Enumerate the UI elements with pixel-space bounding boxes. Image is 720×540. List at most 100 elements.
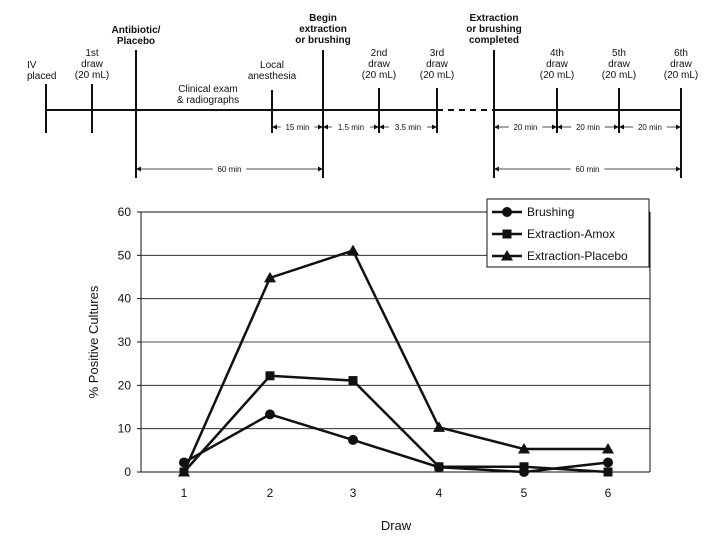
dimension-label: 60 min — [575, 165, 599, 174]
arrowhead-right — [318, 124, 323, 130]
data-point — [433, 421, 445, 432]
arrowhead-left — [494, 124, 499, 130]
data-point — [265, 409, 275, 420]
series-line — [183, 413, 609, 474]
data-point — [602, 443, 614, 454]
dimension-label: 1.5 min — [338, 123, 364, 132]
series-extraction-amox — [179, 371, 613, 477]
timeline-event-label: or brushing — [466, 24, 522, 35]
interval-arrow-3: 3.5 min — [379, 122, 437, 132]
interval-arrow-1: 15 min — [272, 122, 323, 132]
legend-item: Extraction-Placebo — [492, 249, 628, 263]
data-point — [348, 376, 358, 386]
timeline-event-label: draw — [426, 59, 448, 70]
interval-arrow-2: 1.5 min — [323, 122, 379, 132]
timeline-event-label: Extraction — [470, 13, 519, 24]
x-tick-label: 3 — [350, 486, 357, 500]
series-line — [183, 374, 609, 474]
data-point — [603, 467, 613, 477]
timeline-event-label: (20 mL) — [362, 70, 396, 81]
arrowhead-right — [318, 166, 323, 172]
dimension-label: 20 min — [513, 123, 537, 132]
arrowhead-right — [374, 124, 379, 130]
series-brushing — [179, 409, 613, 477]
arrowhead-right — [552, 124, 557, 130]
timeline-event-label: Clinical exam — [178, 84, 237, 95]
x-tick-label: 2 — [267, 486, 274, 500]
dimension-label-bg — [331, 122, 371, 132]
y-tick-label: 0 — [124, 465, 131, 479]
timeline-event-label: anesthesia — [248, 71, 297, 82]
timeline-event-label: Local — [260, 60, 284, 71]
data-point — [519, 462, 529, 472]
legend: Brushing Extraction-Amox Extraction-Placeb… — [486, 198, 650, 268]
timeline-event-label: draw — [608, 59, 630, 70]
dimension-label: 3.5 min — [395, 123, 421, 132]
legend-label: Extraction-Placebo — [527, 249, 628, 263]
dimension-label: 20 min — [576, 123, 600, 132]
arrowhead-left — [494, 166, 499, 172]
timeline-event-label: 5th — [612, 48, 626, 59]
timeline-event-label: 3rd — [430, 48, 444, 59]
timeline-event-label: (20 mL) — [540, 70, 574, 81]
data-point — [603, 457, 613, 468]
legend-label: Extraction-Amox — [527, 227, 615, 241]
arrowhead-left — [619, 124, 624, 130]
y-axis-title: % Positive Cultures — [86, 285, 101, 398]
dimension-label-bg — [570, 164, 605, 174]
arrowhead-left — [323, 124, 328, 130]
y-tick-label: 30 — [118, 335, 132, 349]
y-tick-label: 10 — [118, 422, 132, 436]
interval-arrow-4: 20 min — [494, 122, 557, 132]
timeline-event-label: (20 mL) — [664, 70, 698, 81]
interval-arrow-5: 20 min — [557, 122, 619, 132]
timeline-event-label: (20 mL) — [75, 70, 109, 81]
y-tick-label: 50 — [118, 248, 132, 262]
timeline-event-label: 2nd — [371, 48, 388, 59]
data-point — [348, 434, 358, 445]
timeline-event-label: (20 mL) — [602, 70, 636, 81]
x-tick-label: 4 — [436, 486, 443, 500]
line-chart: 0 10 20 30 40 50 60 1 2 3 4 5 6 Draw % Positive Cultur… — [86, 198, 651, 533]
data-point — [434, 462, 444, 472]
dimension-label-bg — [571, 122, 605, 132]
arrowhead-right — [614, 124, 619, 130]
timeline-event-label: draw — [368, 59, 390, 70]
dimension-label: 15 min — [285, 123, 309, 132]
interval-arrow-6: 20 min — [619, 122, 681, 132]
arrowhead-right — [676, 124, 681, 130]
timeline-event-label: Antibiotic/ — [112, 25, 161, 36]
x-tick-label: 1 — [181, 486, 188, 500]
timeline-event-label: 1st — [85, 48, 99, 59]
series-line — [182, 249, 608, 473]
timeline-event-label: draw — [670, 59, 692, 70]
arrowhead-left — [557, 124, 562, 130]
legend-marker — [502, 207, 512, 217]
timeline-event-label: 4th — [550, 48, 564, 59]
x-tick-label: 6 — [605, 486, 612, 500]
dimension-label: 60 min — [217, 165, 241, 174]
timeline-event-label: & radiographs — [177, 95, 239, 106]
arrowhead-right — [676, 166, 681, 172]
arrowhead-left — [136, 166, 141, 172]
timeline-event-label: 6th — [674, 48, 688, 59]
timeline-event-label: placed — [27, 71, 56, 82]
legend-marker — [502, 229, 512, 239]
dimension-label: 20 min — [638, 123, 662, 132]
dimension-label-bg — [280, 122, 315, 132]
dimension-label-bg — [212, 164, 247, 174]
arrowhead-left — [272, 124, 277, 130]
timeline-event-label: Begin — [309, 13, 337, 24]
data-point — [264, 271, 276, 283]
series-extraction-placebo — [178, 244, 614, 477]
x-axis-title: Draw — [381, 518, 412, 533]
timeline-event-label: (20 mL) — [420, 70, 454, 81]
timeline-event-label: Placebo — [117, 36, 155, 47]
timeline-event-label: draw — [546, 59, 568, 70]
dimension-label-bg — [633, 122, 667, 132]
span-arrow-2: 60 min — [494, 164, 681, 174]
legend-marker — [501, 250, 513, 261]
data-point — [518, 443, 530, 454]
